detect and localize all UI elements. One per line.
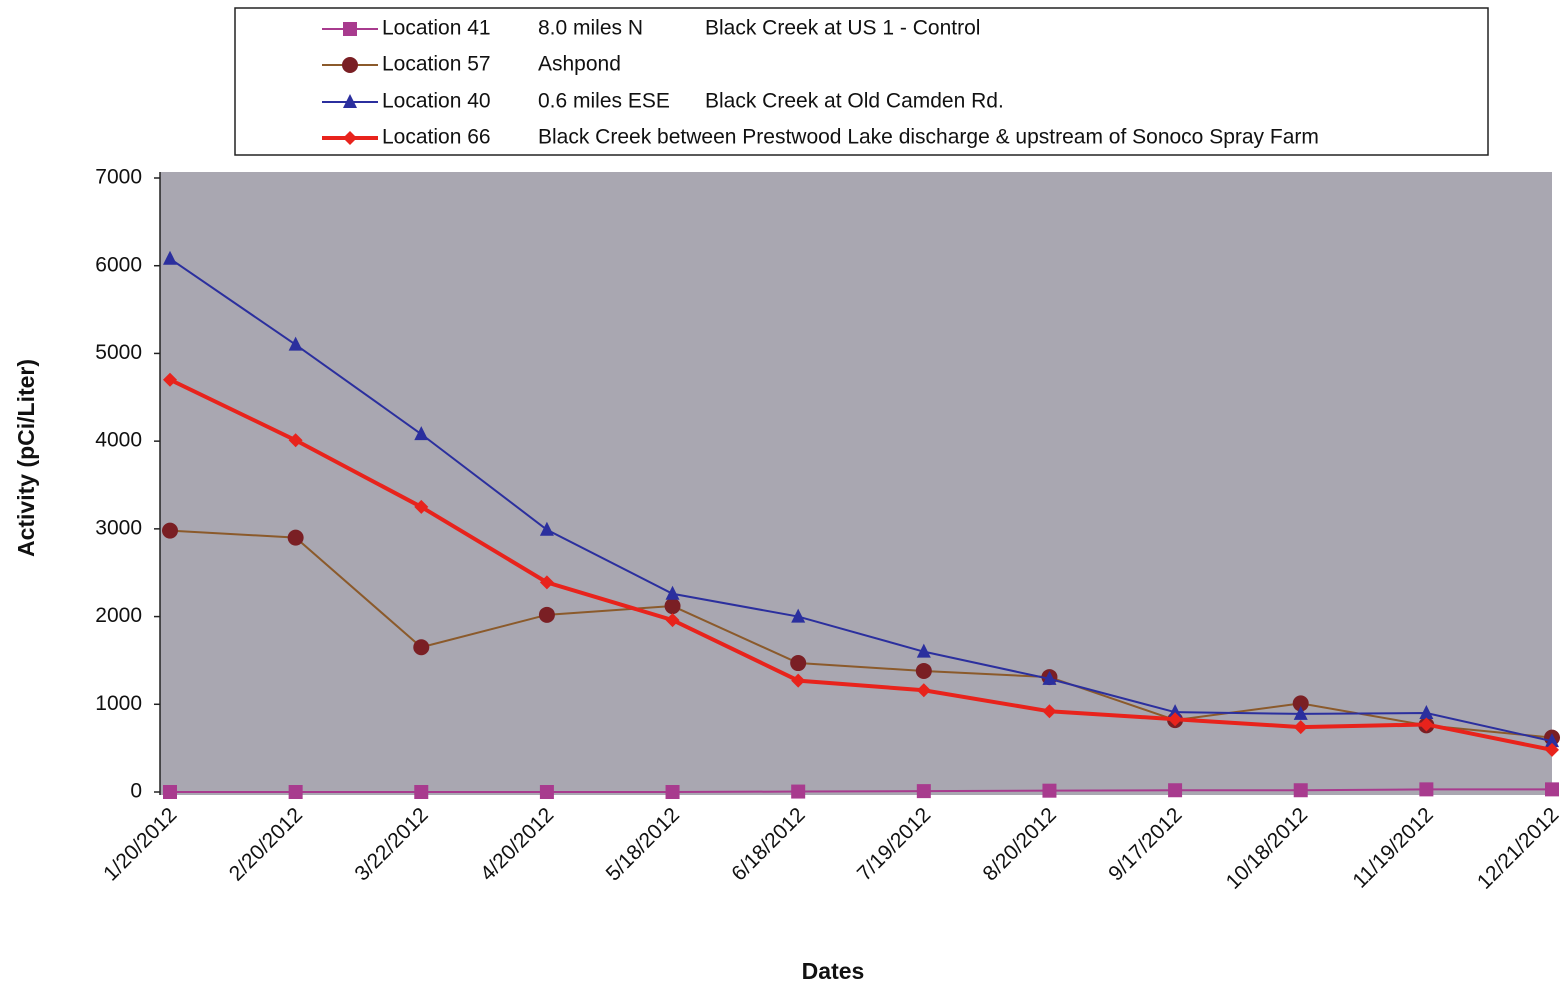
marker (163, 372, 177, 387)
marker (1545, 782, 1559, 797)
x-tick-label: 7/19/2012 (853, 803, 935, 885)
marker (1293, 720, 1308, 735)
x-tick-label: 2/20/2012 (225, 803, 307, 885)
marker (916, 683, 931, 698)
x-tick-label: 5/18/2012 (602, 803, 684, 885)
marker (791, 608, 806, 623)
marker (916, 643, 931, 658)
legend-label: Location 66 (382, 126, 491, 149)
y-tick-label: 2000 (95, 604, 142, 627)
marker (1042, 783, 1057, 798)
marker (414, 499, 429, 514)
marker (163, 250, 177, 265)
marker (288, 336, 303, 351)
marker (1545, 742, 1559, 757)
legend-detail: Black Creek between Prestwood Lake disch… (538, 126, 1319, 149)
legend-detail: 8.0 miles N (538, 17, 643, 40)
marker (665, 785, 680, 799)
marker (1168, 704, 1183, 719)
x-tick-label: 8/20/2012 (979, 803, 1061, 885)
marker (287, 529, 304, 546)
y-tick-label: 7000 (95, 166, 142, 189)
marker (916, 784, 931, 799)
series-line (170, 788, 1552, 793)
legend-detail: 0.6 miles ESE (538, 90, 670, 113)
series-line (169, 529, 1553, 739)
y-tick-label: 1000 (95, 692, 142, 715)
x-tick-label: 11/19/2012 (1348, 803, 1437, 892)
legend-label: Location 40 (382, 90, 491, 113)
marker (791, 784, 806, 799)
series-line (169, 377, 1553, 752)
legend-detail: Black Creek at Old Camden Rd. (705, 90, 1004, 113)
x-tick-label: 1/20/2012 (99, 803, 181, 885)
x-axis-title: Dates (802, 958, 865, 984)
marker (414, 426, 429, 441)
marker (414, 785, 429, 799)
x-tick-label: 9/17/2012 (1104, 803, 1186, 885)
y-tick-label: 0 (130, 780, 142, 803)
x-tick-label: 6/18/2012 (727, 803, 809, 885)
marker (1292, 695, 1309, 712)
marker (539, 521, 554, 536)
marker (539, 575, 554, 590)
marker (539, 785, 554, 799)
marker (665, 585, 680, 600)
legend-label: Location 57 (382, 53, 491, 76)
marker (1042, 704, 1057, 719)
marker (288, 433, 303, 448)
marker (343, 22, 357, 36)
marker (1293, 783, 1308, 798)
marker (162, 522, 178, 539)
marker (538, 606, 555, 623)
y-tick-label: 6000 (95, 253, 142, 276)
marker (1419, 705, 1434, 720)
y-tick-label: 3000 (95, 516, 142, 539)
marker (1042, 670, 1057, 685)
marker (1293, 705, 1308, 720)
marker (343, 94, 357, 108)
marker (343, 131, 357, 145)
x-tick-label: 3/22/2012 (350, 803, 432, 885)
marker (413, 639, 430, 656)
marker (163, 785, 177, 799)
y-axis-title: Activity (pCi/Liter) (13, 359, 39, 557)
x-tick-label: 10/18/2012 (1222, 803, 1313, 894)
marker (1168, 712, 1183, 727)
marker (342, 57, 358, 73)
marker (664, 598, 681, 615)
marker (790, 655, 807, 672)
series-line (169, 257, 1553, 743)
marker (288, 785, 303, 799)
legend-detail: Ashpond (538, 53, 621, 76)
x-tick-label: 12/21/2012 (1473, 803, 1564, 894)
marker (1419, 717, 1434, 732)
legend-detail: Black Creek at US 1 - Control (705, 17, 980, 40)
marker (791, 673, 806, 688)
x-tick-label: 4/20/2012 (476, 803, 558, 885)
plot-area (160, 172, 1552, 795)
marker (1419, 782, 1434, 797)
legend-label: Location 41 (382, 17, 491, 40)
marker (1545, 733, 1559, 748)
y-tick-label: 5000 (95, 341, 142, 364)
legend-box (234, 7, 1489, 156)
marker (1168, 783, 1183, 798)
marker (665, 613, 680, 628)
marker (915, 662, 932, 679)
y-tick-label: 4000 (95, 429, 142, 452)
